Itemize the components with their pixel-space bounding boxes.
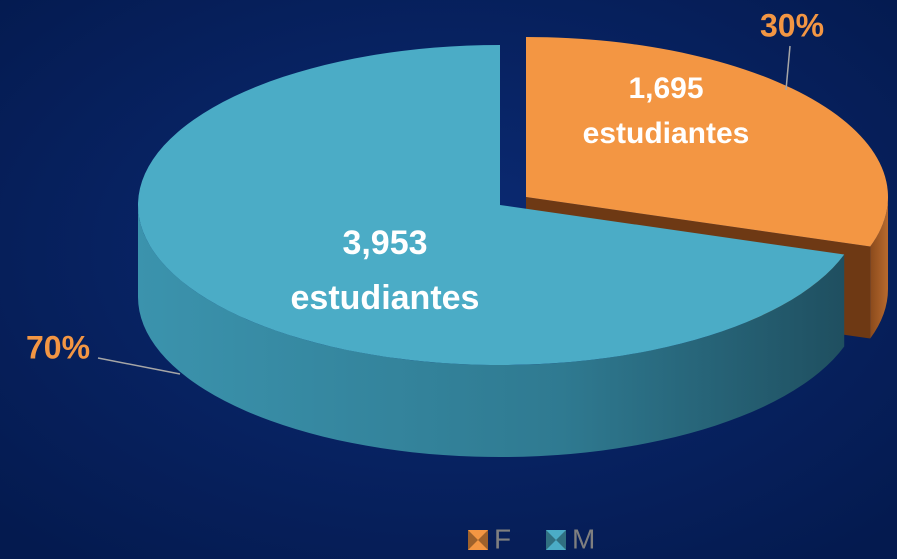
slice bbox=[526, 37, 888, 247]
legend-swatch bbox=[546, 530, 566, 550]
data-label: 3,953 bbox=[342, 224, 427, 262]
legend-item: M bbox=[546, 523, 595, 554]
percent-label: 30% bbox=[760, 7, 824, 43]
slice-side bbox=[138, 205, 845, 458]
legend-swatch-bevel bbox=[468, 530, 488, 550]
slice-side bbox=[870, 197, 888, 339]
legend-label: M bbox=[572, 523, 595, 554]
data-label-unit: estudiantes bbox=[291, 279, 480, 317]
percent-label: 70% bbox=[26, 329, 90, 365]
legend-swatch-bevel bbox=[546, 530, 566, 550]
leader-line bbox=[785, 45, 791, 91]
legend-label: F bbox=[494, 523, 511, 554]
slice bbox=[138, 45, 845, 458]
data-label-unit: estudiantes bbox=[583, 117, 750, 150]
legend-swatch bbox=[468, 530, 488, 550]
leader-line bbox=[97, 357, 181, 375]
legend-item: F bbox=[468, 523, 511, 554]
slice bbox=[138, 45, 845, 366]
data-label: 1,695 bbox=[628, 72, 703, 105]
